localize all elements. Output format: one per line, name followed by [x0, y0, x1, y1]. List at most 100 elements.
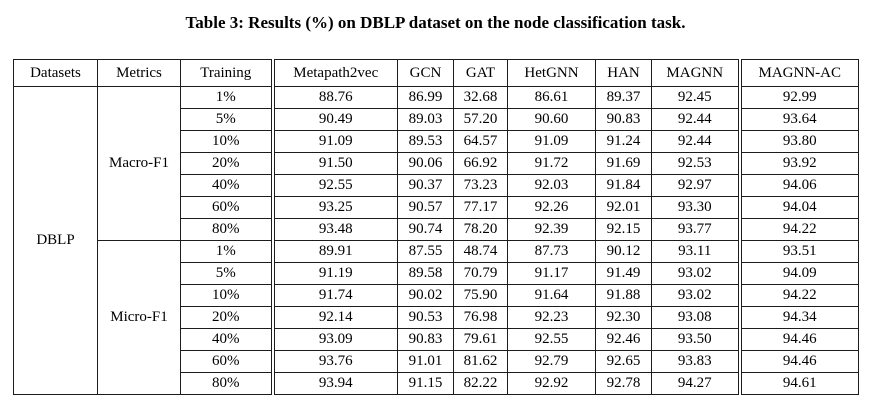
value-cell-gcn: 90.57: [397, 196, 454, 219]
value-cell-magnn-ac: 94.22: [737, 218, 859, 241]
table-body: DBLP Macro-F1 1% 88.76 86.99 32.68 86.61 89.37 9…: [13, 86, 859, 395]
training-cell: 10%: [180, 284, 273, 307]
value-cell-hetgnn: 92.92: [507, 372, 596, 395]
value-cell-gat: 70.79: [453, 262, 508, 285]
header-gat: GAT: [453, 59, 508, 87]
value-cell-hetgnn: 91.72: [507, 152, 596, 175]
table-row: 5% 90.49 89.03 57.20 90.60 90.83 92.44 93.64: [14, 108, 859, 131]
training-cell: 40%: [180, 174, 273, 197]
value-cell-gat: 81.62: [453, 350, 508, 373]
value-cell-han: 90.12: [595, 240, 652, 263]
training-cell: 1%: [180, 240, 273, 263]
value-cell-magnn: 92.44: [651, 108, 740, 131]
table-row: 40% 92.55 90.37 73.23 92.03 91.84 92.97 94.06: [14, 174, 859, 197]
training-cell: 10%: [180, 130, 273, 153]
table-row: 80% 93.94 91.15 82.22 92.92 92.78 94.27 94.61: [14, 372, 859, 395]
value-cell-metapath2vec: 93.76: [270, 350, 398, 373]
value-cell-hetgnn: 92.39: [507, 218, 596, 241]
table-row: 60% 93.76 91.01 81.62 92.79 92.65 93.83 94.46: [14, 350, 859, 373]
training-cell: 40%: [180, 328, 273, 351]
value-cell-magnn: 93.50: [651, 328, 740, 351]
value-cell-magnn-ac: 94.06: [737, 174, 859, 197]
table-row: 10% 91.09 89.53 64.57 91.09 91.24 92.44 93.80: [14, 130, 859, 153]
value-cell-hetgnn: 92.26: [507, 196, 596, 219]
header-metapath2vec: Metapath2vec: [270, 59, 398, 87]
value-cell-magnn-ac: 92.99: [737, 86, 859, 109]
value-cell-gat: 79.61: [453, 328, 508, 351]
value-cell-magnn-ac: 94.61: [737, 372, 859, 395]
header-magnn-ac: MAGNN-AC: [737, 59, 859, 87]
value-cell-magnn-ac: 94.09: [737, 262, 859, 285]
value-cell-hetgnn: 91.17: [507, 262, 596, 285]
table-row: 40% 93.09 90.83 79.61 92.55 92.46 93.50 94.46: [14, 328, 859, 351]
value-cell-magnn: 93.30: [651, 196, 740, 219]
training-cell: 5%: [180, 262, 273, 285]
value-cell-magnn-ac: 93.64: [737, 108, 859, 131]
results-table: Datasets Metrics Training Metapath2vec G…: [13, 59, 859, 395]
value-cell-gat: 48.74: [453, 240, 508, 263]
value-cell-gat: 32.68: [453, 86, 508, 109]
value-cell-hetgnn: 92.79: [507, 350, 596, 373]
value-cell-han: 92.01: [595, 196, 652, 219]
value-cell-metapath2vec: 93.48: [270, 218, 398, 241]
value-cell-han: 91.49: [595, 262, 652, 285]
metric-cell: Macro-F1: [97, 86, 181, 241]
value-cell-gcn: 90.37: [397, 174, 454, 197]
value-cell-gat: 57.20: [453, 108, 508, 131]
value-cell-gcn: 91.01: [397, 350, 454, 373]
value-cell-han: 92.46: [595, 328, 652, 351]
header-metrics: Metrics: [97, 59, 181, 87]
value-cell-gcn: 90.74: [397, 218, 454, 241]
training-cell: 20%: [180, 152, 273, 175]
value-cell-magnn: 93.83: [651, 350, 740, 373]
value-cell-han: 91.84: [595, 174, 652, 197]
header-han: HAN: [595, 59, 652, 87]
value-cell-hetgnn: 92.03: [507, 174, 596, 197]
value-cell-magnn-ac: 94.22: [737, 284, 859, 307]
value-cell-gat: 78.20: [453, 218, 508, 241]
value-cell-metapath2vec: 93.25: [270, 196, 398, 219]
table-row: 5% 91.19 89.58 70.79 91.17 91.49 93.02 94.09: [14, 262, 859, 285]
value-cell-metapath2vec: 91.50: [270, 152, 398, 175]
value-cell-metapath2vec: 89.91: [270, 240, 398, 263]
value-cell-magnn: 93.11: [651, 240, 740, 263]
value-cell-gat: 76.98: [453, 306, 508, 329]
value-cell-han: 92.30: [595, 306, 652, 329]
header-datasets: Datasets: [13, 59, 98, 87]
value-cell-magnn: 92.53: [651, 152, 740, 175]
value-cell-metapath2vec: 93.94: [270, 372, 398, 395]
value-cell-hetgnn: 92.55: [507, 328, 596, 351]
training-cell: 80%: [180, 218, 273, 241]
value-cell-gcn: 89.58: [397, 262, 454, 285]
value-cell-metapath2vec: 93.09: [270, 328, 398, 351]
training-cell: 80%: [180, 372, 273, 395]
value-cell-hetgnn: 92.23: [507, 306, 596, 329]
value-cell-metapath2vec: 91.19: [270, 262, 398, 285]
value-cell-gcn: 86.99: [397, 86, 454, 109]
value-cell-hetgnn: 86.61: [507, 86, 596, 109]
training-cell: 20%: [180, 306, 273, 329]
value-cell-magnn-ac: 93.80: [737, 130, 859, 153]
value-cell-magnn-ac: 94.04: [737, 196, 859, 219]
value-cell-magnn-ac: 94.46: [737, 328, 859, 351]
value-cell-gcn: 87.55: [397, 240, 454, 263]
training-cell: 1%: [180, 86, 273, 109]
value-cell-gat: 73.23: [453, 174, 508, 197]
value-cell-magnn-ac: 94.34: [737, 306, 859, 329]
value-cell-magnn-ac: 93.51: [737, 240, 859, 263]
value-cell-gat: 66.92: [453, 152, 508, 175]
table-row: 20% 91.50 90.06 66.92 91.72 91.69 92.53 93.92: [14, 152, 859, 175]
value-cell-hetgnn: 90.60: [507, 108, 596, 131]
table-row: 60% 93.25 90.57 77.17 92.26 92.01 93.30 94.04: [14, 196, 859, 219]
value-cell-magnn: 94.27: [651, 372, 740, 395]
value-cell-magnn: 92.44: [651, 130, 740, 153]
value-cell-gat: 82.22: [453, 372, 508, 395]
dataset-cell: DBLP: [13, 86, 98, 395]
value-cell-gcn: 90.06: [397, 152, 454, 175]
value-cell-han: 91.69: [595, 152, 652, 175]
value-cell-gat: 75.90: [453, 284, 508, 307]
value-cell-metapath2vec: 90.49: [270, 108, 398, 131]
value-cell-gcn: 90.02: [397, 284, 454, 307]
table-row: DBLP Macro-F1 1% 88.76 86.99 32.68 86.61 89.37 9…: [13, 86, 859, 395]
training-cell: 5%: [180, 108, 273, 131]
